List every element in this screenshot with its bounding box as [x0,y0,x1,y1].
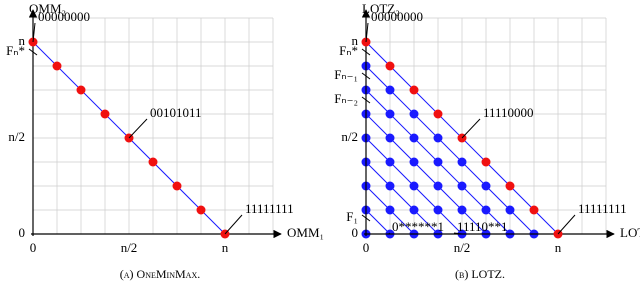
red-point [100,109,110,119]
level-line [365,161,439,235]
red-point [148,157,158,167]
red-point [529,205,539,215]
red-point [52,61,62,71]
callout-line [128,118,148,139]
y-tick [361,96,371,104]
y-tick [28,48,38,56]
y-tick-label: n [19,33,26,48]
y-tick-label: n [352,33,359,48]
y-tick-label: n/2 [8,129,25,144]
y-tick [361,48,371,56]
y-tick [361,72,371,80]
y-tick-label: Fₙ* [6,43,25,58]
callout-label: 11110**1 [457,219,508,234]
callout-line [461,118,481,139]
blue-point [385,157,395,167]
y-tick [361,214,371,222]
callout-label: 00101011 [150,105,202,120]
x-tick-label: n [555,240,562,255]
y-axis-label: LOTZ₂ [362,1,400,16]
blue-point [457,181,467,191]
y-tick-label: n/2 [341,129,358,144]
y-tick-label: Fₙ₋₂ [334,91,358,106]
y-tick-label: Fₙ₋₁ [334,67,358,82]
y-axis-label: OMM₂ [29,1,66,16]
red-point [196,205,206,215]
blue-point [409,205,419,215]
blue-point [433,133,443,143]
blue-point [481,205,491,215]
y-tick-label: F₁ [346,209,358,224]
callout-label: 0******1 [392,219,444,234]
x-axis-label: LOTZ₁ [620,225,640,240]
blue-point [385,133,395,143]
callout-label: 00000000 [371,9,423,24]
callout-line [32,22,36,43]
blue-point [433,205,443,215]
blue-point [409,109,419,119]
blue-point [385,85,395,95]
level-line [365,209,391,235]
y-tick-label: 0 [352,225,359,240]
x-tick-label: 0 [363,240,370,255]
callout-line [557,214,576,235]
blue-point [457,157,467,167]
red-point [172,181,182,191]
red-point [433,109,443,119]
red-point [76,85,86,95]
callout-line [224,214,243,235]
level-line [365,113,487,235]
red-point [505,181,515,191]
x-tick-label: n/2 [454,240,471,255]
callout-label: 11110000 [483,105,534,120]
blue-point [409,133,419,143]
blue-point [409,157,419,167]
blue-point [457,205,467,215]
level-line [365,65,535,235]
y-tick-label: Fₙ* [339,43,358,58]
y-tick-label: 0 [19,225,26,240]
callout-line [388,232,391,235]
callout-label: 00000000 [38,9,90,24]
x-tick-label: 0 [30,240,37,255]
callout-label: 11111111 [578,201,627,216]
blue-point [385,109,395,119]
blue-point [385,205,395,215]
caption: (b) LOTZ. [455,267,505,281]
blue-point [433,157,443,167]
callout-line [365,22,369,43]
blue-point [481,181,491,191]
callout-label: 11111111 [245,201,294,216]
blue-point [409,181,419,191]
x-tick-label: n [222,240,229,255]
red-point [385,61,395,71]
x-axis-label: OMM₁ [287,225,324,240]
blue-point [505,205,515,215]
red-point [409,85,419,95]
callout-line [453,232,463,235]
blue-point [433,181,443,191]
red-point [481,157,491,167]
blue-point [385,181,395,191]
x-tick-label: n/2 [121,240,138,255]
caption: (a) OneMinMax. [120,267,200,281]
